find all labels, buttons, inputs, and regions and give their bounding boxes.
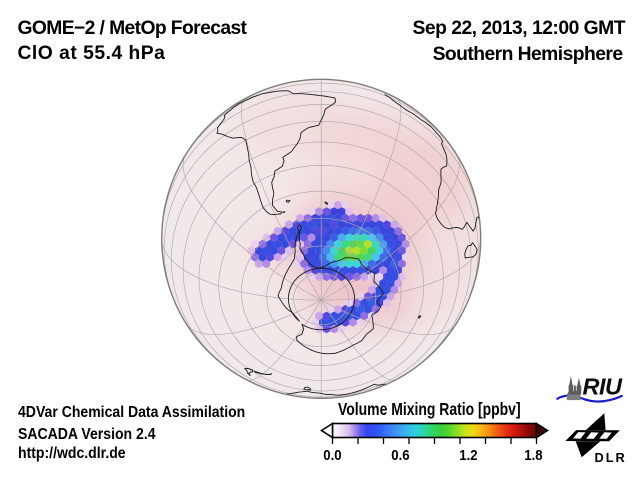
svg-text:RIU: RIU — [583, 373, 624, 399]
svg-text:DLR: DLR — [595, 450, 627, 465]
